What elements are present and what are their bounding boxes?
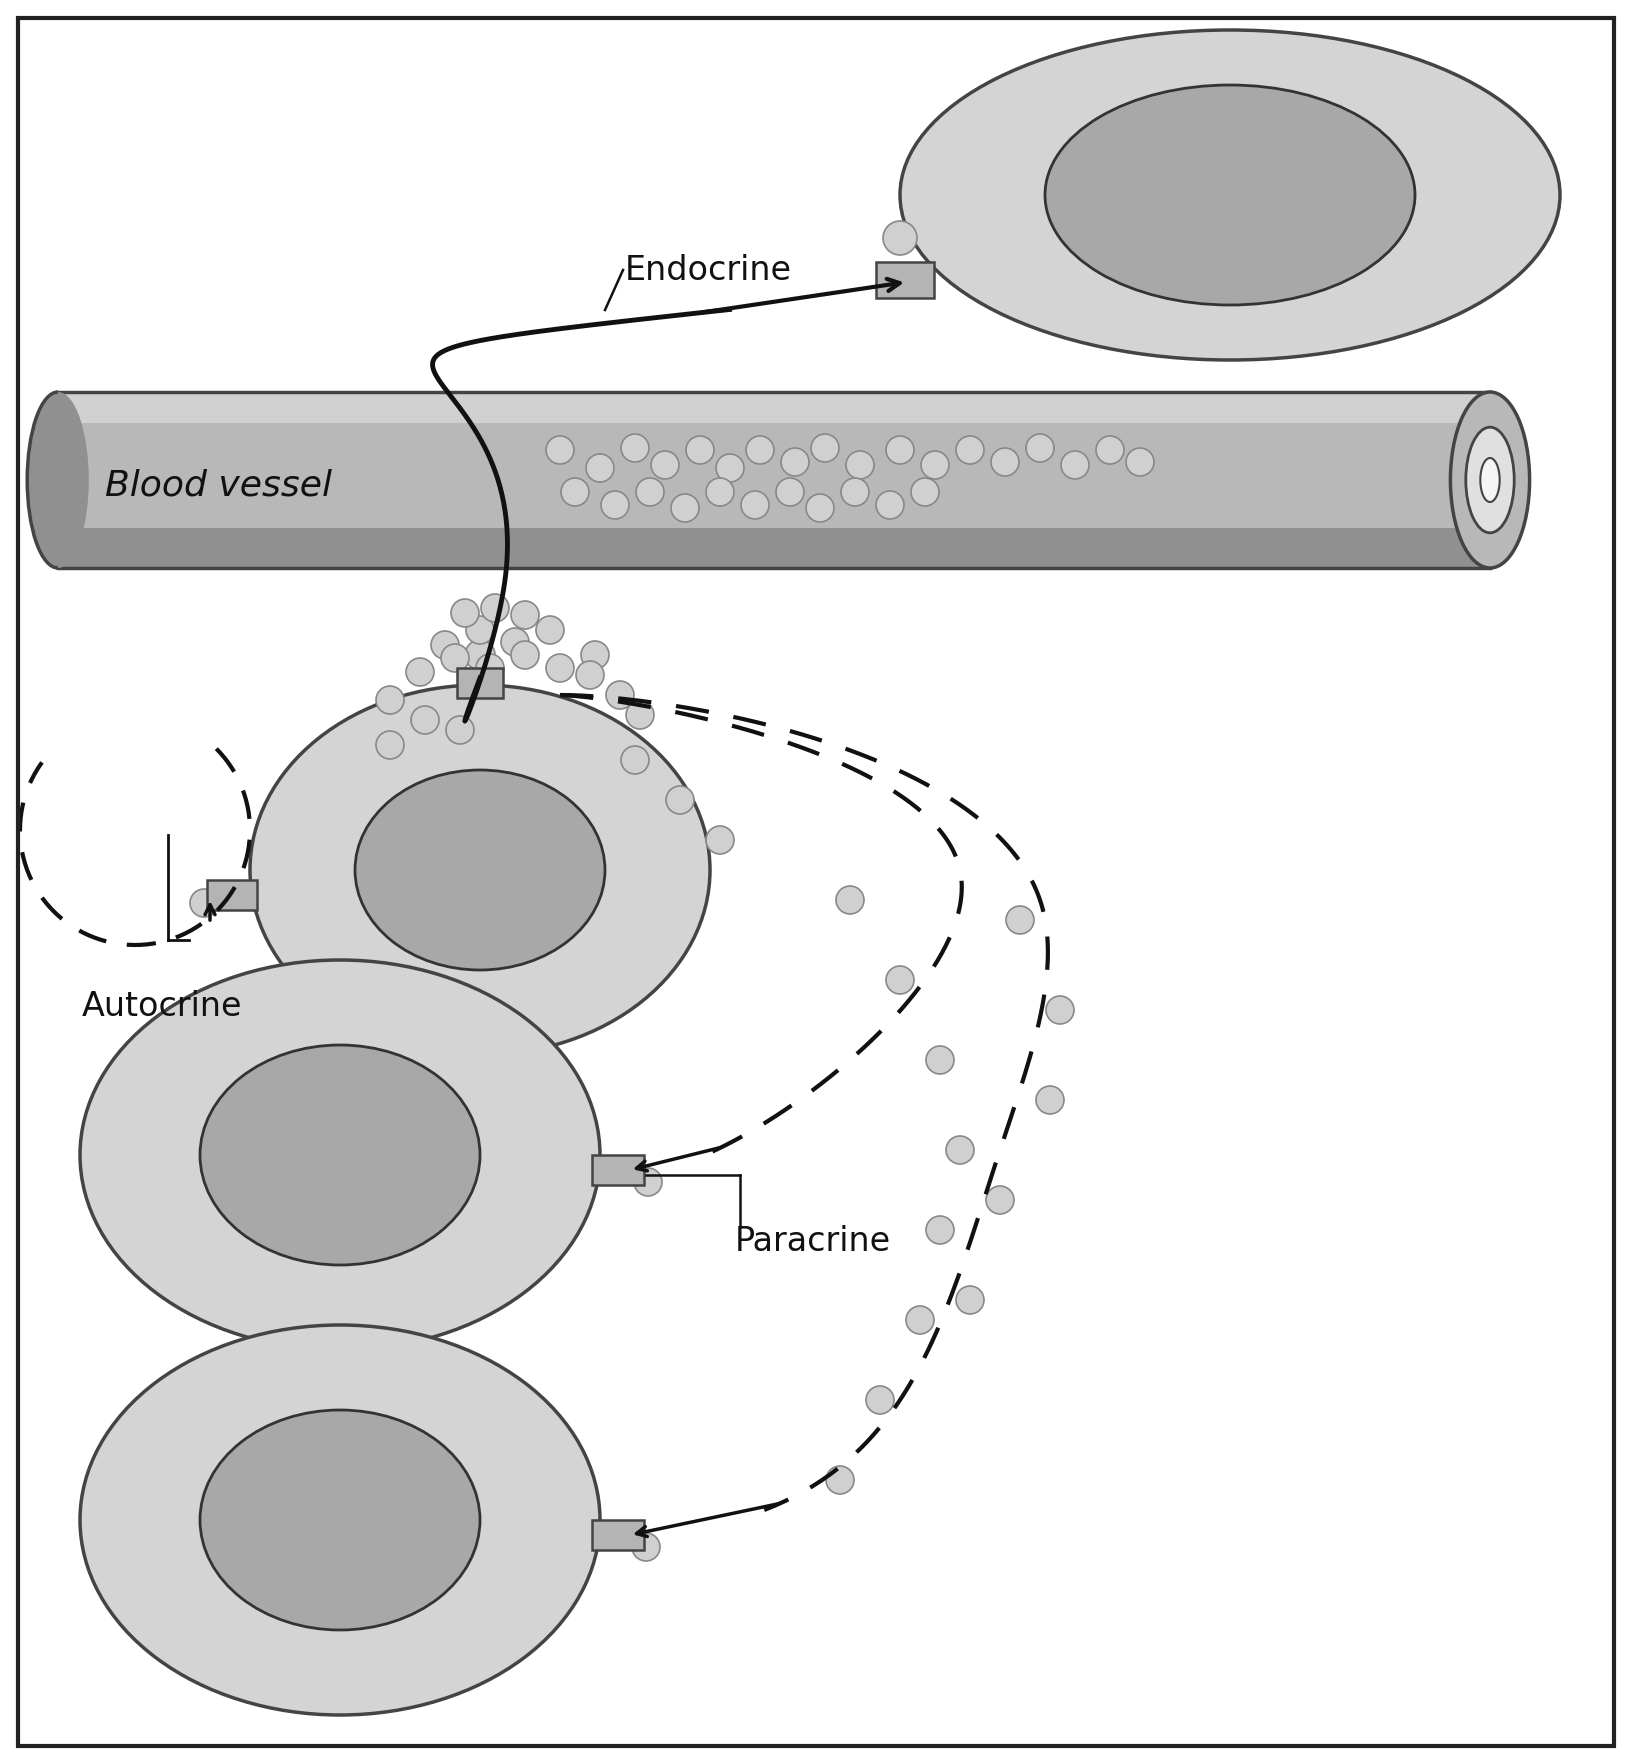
Circle shape [622,434,650,462]
Circle shape [622,746,650,774]
Circle shape [685,436,715,464]
Circle shape [883,220,917,256]
Circle shape [1046,997,1074,1023]
Circle shape [666,787,694,813]
Circle shape [920,452,948,480]
Bar [59,392,1490,423]
Circle shape [826,1466,854,1494]
Circle shape [547,436,574,464]
Circle shape [411,706,439,734]
Ellipse shape [80,960,601,1349]
Bar [59,392,1490,568]
Circle shape [956,436,984,464]
Circle shape [535,616,565,644]
Bar [59,529,1490,568]
Circle shape [1027,434,1054,462]
Circle shape [886,967,914,993]
Circle shape [375,686,405,714]
Circle shape [636,478,664,506]
Ellipse shape [1466,427,1514,533]
Ellipse shape [201,1409,480,1630]
Circle shape [633,1168,663,1196]
Circle shape [925,1046,955,1074]
Circle shape [741,490,769,519]
Circle shape [627,700,654,729]
Circle shape [547,654,574,683]
Circle shape [671,494,698,522]
Circle shape [806,494,834,522]
Bar [876,263,934,298]
Circle shape [1036,1087,1064,1115]
Ellipse shape [80,1325,601,1715]
Circle shape [1005,907,1035,933]
Ellipse shape [1480,459,1500,503]
Bar [457,669,503,699]
Circle shape [651,452,679,480]
Circle shape [467,616,494,644]
Circle shape [375,730,405,759]
Circle shape [465,640,494,670]
Circle shape [481,594,509,623]
Ellipse shape [250,684,710,1055]
Circle shape [707,826,734,854]
Circle shape [1097,436,1124,464]
Circle shape [925,1215,955,1244]
Bar [207,880,256,910]
Circle shape [707,478,734,506]
Circle shape [991,448,1018,476]
Circle shape [811,434,839,462]
Circle shape [561,478,589,506]
Circle shape [511,640,539,669]
Text: Blood vessel: Blood vessel [104,467,331,503]
Circle shape [746,436,774,464]
Circle shape [601,490,628,519]
Circle shape [477,654,504,683]
Ellipse shape [28,392,88,568]
Circle shape [840,478,868,506]
Ellipse shape [1451,392,1529,568]
Circle shape [581,640,609,669]
Circle shape [1061,452,1089,480]
Circle shape [716,453,744,482]
Circle shape [775,478,805,506]
Ellipse shape [201,1044,480,1265]
Ellipse shape [899,30,1560,360]
Text: Endocrine: Endocrine [625,254,792,286]
Circle shape [947,1136,974,1164]
Circle shape [1126,448,1154,476]
Circle shape [450,600,480,626]
Circle shape [867,1387,894,1415]
Bar [592,1155,645,1185]
Circle shape [632,1533,659,1561]
Circle shape [501,628,529,656]
Text: Autocrine: Autocrine [82,990,243,1023]
Circle shape [986,1185,1013,1214]
Circle shape [189,889,219,917]
Text: Paracrine: Paracrine [734,1224,891,1258]
Circle shape [586,453,614,482]
Circle shape [876,490,904,519]
Circle shape [845,452,875,480]
Ellipse shape [1044,85,1415,305]
Circle shape [576,662,604,690]
Circle shape [446,716,473,744]
Circle shape [886,436,914,464]
Circle shape [431,632,459,660]
Circle shape [441,644,468,672]
Circle shape [906,1305,934,1334]
Circle shape [782,448,809,476]
Circle shape [836,886,863,914]
Ellipse shape [356,771,605,970]
Circle shape [511,602,539,630]
Circle shape [956,1286,984,1314]
Circle shape [605,681,633,709]
Bar [592,1521,645,1551]
Circle shape [911,478,938,506]
Circle shape [406,658,434,686]
